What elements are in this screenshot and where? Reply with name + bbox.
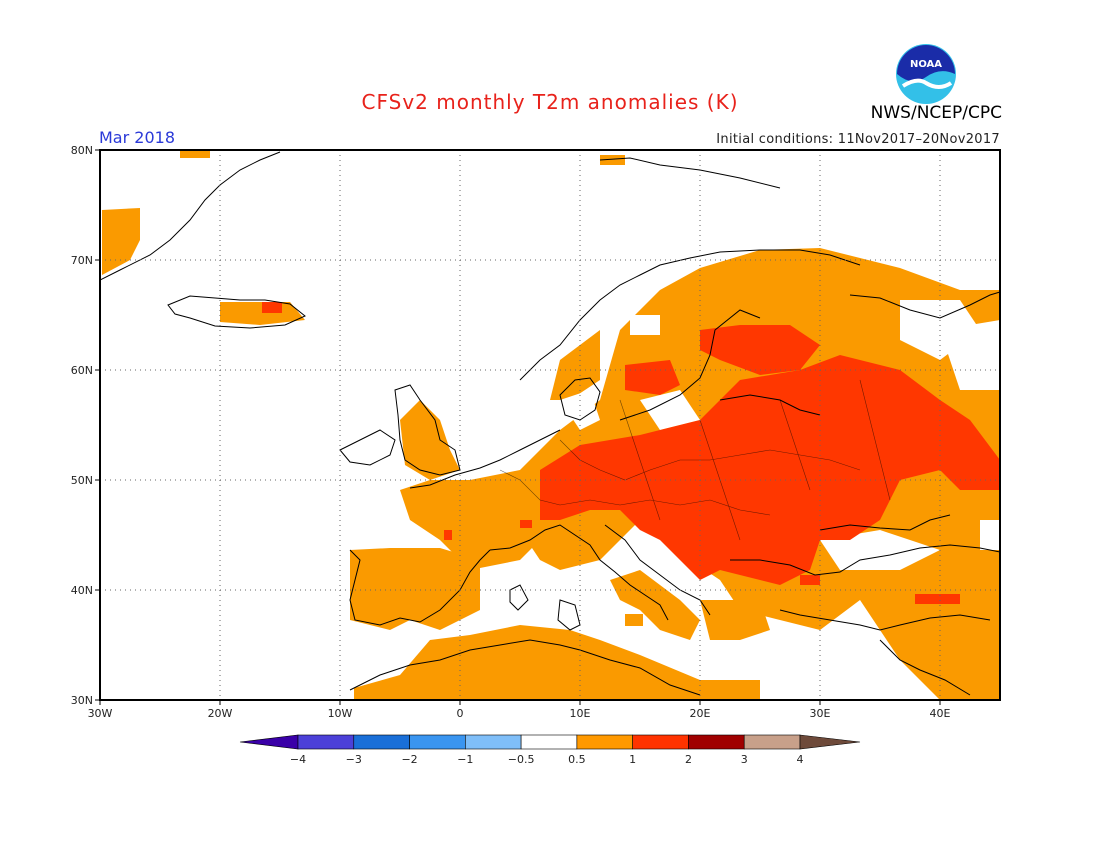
anomaly-fill-layer xyxy=(102,150,1000,700)
lon-label: 30E xyxy=(810,707,831,720)
colorbar-segment xyxy=(465,734,522,750)
initial-conditions-label: Initial conditions: 11Nov2017–20Nov2017 xyxy=(716,132,1000,147)
longitude-labels: 30W 20W 10W 0 10E 20E 30E 40E xyxy=(88,707,951,720)
valid-month-label: Mar 2018 xyxy=(99,128,175,147)
anomaly-1-to-2-regions xyxy=(262,302,1000,604)
latitude-labels: 80N 70N 60N 50N 40N 30N xyxy=(71,144,93,707)
colorbar-tick-label: 2 xyxy=(685,753,692,766)
graticule xyxy=(100,150,1000,700)
colorbar-segment xyxy=(743,734,801,750)
lat-label: 30N xyxy=(71,694,93,707)
colorbar-tick-label: −1 xyxy=(457,753,473,766)
lat-label: 50N xyxy=(71,474,93,487)
agency-label: NWS/NCEP/CPC xyxy=(870,103,1002,123)
colorbar-segment xyxy=(297,734,355,750)
colorbar-tick-label: −3 xyxy=(346,753,362,766)
colorbar-tick-label: 4 xyxy=(797,753,804,766)
lat-label: 40N xyxy=(71,584,93,597)
colorbar-segment xyxy=(632,734,689,750)
colorbar-tick-label: −4 xyxy=(290,753,306,766)
lat-label: 80N xyxy=(71,144,93,157)
colorbar-max-arrow xyxy=(799,734,861,750)
colorbar-min-arrow xyxy=(239,734,299,750)
colorbar-segment xyxy=(520,734,578,750)
map-title: CFSv2 monthly T2m anomalies (K) xyxy=(361,90,739,114)
colorbar-segment xyxy=(353,734,410,750)
colorbar-segment xyxy=(688,734,745,750)
lon-label: 10E xyxy=(570,707,591,720)
near-normal-gaps xyxy=(560,300,1000,570)
color-legend: −4 −3 −2 −1 −0.5 0.5 1 2 3 4 xyxy=(239,734,861,766)
map-frame xyxy=(99,149,1001,701)
colorbar-tick-label: −0.5 xyxy=(508,753,535,766)
colorbar-tick-label: −2 xyxy=(401,753,417,766)
lon-label: 10W xyxy=(328,707,353,720)
colorbar-tick-label: 1 xyxy=(629,753,636,766)
lon-label: 0 xyxy=(457,707,464,720)
colorbar-segment xyxy=(409,734,466,750)
colorbar-segment xyxy=(576,734,633,750)
colorbar-tick-label: 0.5 xyxy=(568,753,586,766)
lat-label: 60N xyxy=(71,364,93,377)
lon-label: 30W xyxy=(88,707,113,720)
noaa-logo: NOAA xyxy=(896,44,956,104)
noaa-logo-text: NOAA xyxy=(910,59,942,70)
lon-label: 20W xyxy=(208,707,233,720)
lon-label: 20E xyxy=(690,707,711,720)
lat-label: 70N xyxy=(71,254,93,267)
lon-label: 40E xyxy=(930,707,951,720)
colorbar-tick-label: 3 xyxy=(741,753,748,766)
